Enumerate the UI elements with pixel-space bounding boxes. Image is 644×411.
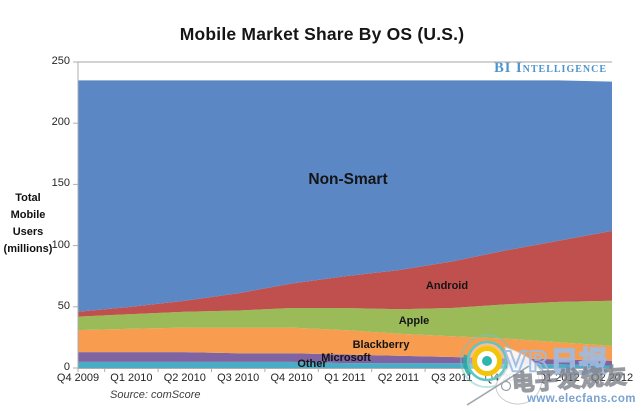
x-tick-label-q4-2010: Q4 2010 — [270, 372, 313, 384]
y-tick-label-0: 0 — [63, 361, 70, 373]
x-tick-label-q1-2010: Q1 2010 — [110, 372, 153, 384]
y-tick-label-150: 150 — [51, 177, 70, 190]
x-tick-label-q1-2012: Q1 2012 — [537, 372, 580, 384]
series-label-microsoft: Microsoft — [321, 352, 371, 364]
x-tick-label-q2-2012: Q2 2012 — [590, 372, 634, 384]
y-axis-title: Total Mobile Users (millions) — [2, 190, 54, 258]
series-label-android: Android — [425, 280, 469, 292]
y-tick-label-100: 100 — [51, 238, 70, 251]
series-label-other: Other — [297, 358, 327, 370]
series-label-non-smart: Non-Smart — [308, 171, 388, 188]
area-apple — [78, 300, 612, 346]
y-tick-label-200: 200 — [51, 116, 70, 129]
x-tick-label-q2-2011: Q2 2011 — [377, 372, 420, 384]
x-tick-label-q2-2010: Q2 2010 — [163, 372, 206, 384]
x-tick-label-q1-2011: Q1 2011 — [324, 372, 366, 384]
x-tick-label-q4-2009: Q4 2009 — [56, 372, 100, 384]
chart-title: Mobile Market Share By OS (U.S.) — [179, 24, 465, 44]
y-tick-label-250: 250 — [51, 55, 70, 67]
series-label-blackberry: Blackberry — [352, 339, 410, 351]
y-axis-title-line: Total — [15, 192, 41, 204]
y-tick-label-50: 50 — [57, 299, 70, 312]
area-android — [78, 230, 612, 317]
y-axis-title-line: (millions) — [3, 243, 53, 255]
y-axis-title-line: Users — [12, 226, 44, 238]
x-tick-label-q3-2010: Q3 2010 — [217, 372, 260, 384]
area-non-smart — [78, 80, 612, 312]
series-label-apple: Apple — [398, 315, 430, 327]
bi-intelligence-brand: BI Intelligence — [494, 60, 607, 76]
source-note: Source: comScore — [110, 389, 201, 401]
y-axis-title-line: Mobile — [10, 209, 46, 221]
x-tick-label-q3-2011: Q3 2011 — [431, 372, 473, 384]
x-tick-label-q4-2011: Q4 2011 — [484, 372, 526, 384]
